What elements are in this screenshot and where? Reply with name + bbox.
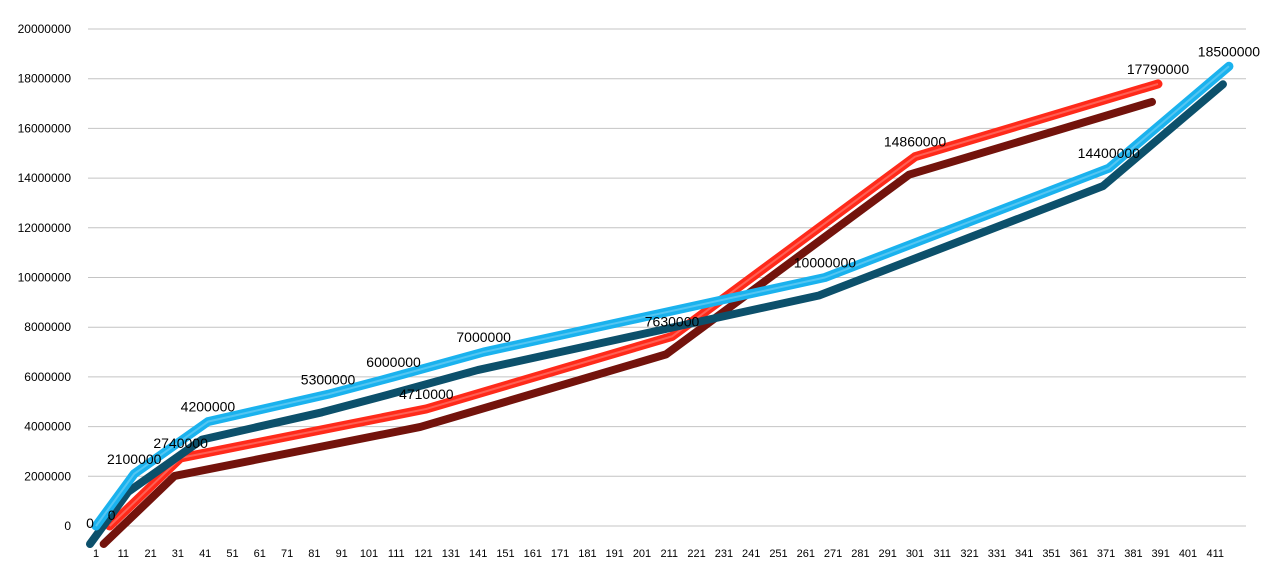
series-1-line-side <box>99 97 1156 548</box>
y-tick-label: 2000000 <box>24 469 71 483</box>
y-tick-label: 6000000 <box>24 370 71 384</box>
series-1-data-label: 4710000 <box>399 386 454 402</box>
x-tick-label: 221 <box>687 548 705 560</box>
x-tick-label: 61 <box>254 548 266 560</box>
x-tick-label: 281 <box>851 548 869 560</box>
x-tick-label: 121 <box>414 548 432 560</box>
series-2-line <box>91 61 1234 531</box>
series-2-data-label: 2100000 <box>107 451 162 467</box>
x-tick-label: 201 <box>633 548 651 560</box>
x-axis-ticks: 1 11 21 31 41 51 61 71 81 91 101 111 121 131 141 151 161… <box>93 548 1224 560</box>
y-tick-label: 20000000 <box>18 22 72 36</box>
series-1-data-label: 0 <box>108 507 116 523</box>
x-tick-label: 131 <box>442 548 460 560</box>
x-tick-label: 81 <box>308 548 320 560</box>
y-tick-label: 18000000 <box>18 72 72 86</box>
x-tick-label: 311 <box>934 548 952 560</box>
series-1-line-highlight <box>108 82 1159 527</box>
series-1-line <box>105 79 1163 531</box>
x-tick-label: 101 <box>360 548 378 560</box>
x-tick-label: 41 <box>199 548 211 560</box>
x-tick-label: 1 <box>93 548 99 560</box>
y-tick-label: 4000000 <box>24 420 71 434</box>
x-tick-label: 331 <box>988 548 1006 560</box>
series-2-data-label: 18500000 <box>1198 43 1261 59</box>
series-1-data-label: 14860000 <box>884 134 947 150</box>
x-tick-label: 351 <box>1042 548 1060 560</box>
x-tick-label: 401 <box>1179 548 1197 560</box>
x-tick-label: 11 <box>118 548 129 560</box>
x-tick-label: 191 <box>606 548 624 560</box>
x-tick-label: 381 <box>1124 548 1142 560</box>
x-tick-label: 251 <box>769 548 787 560</box>
x-tick-label: 71 <box>281 548 293 560</box>
x-tick-label: 261 <box>797 548 815 560</box>
x-tick-label: 271 <box>824 548 842 560</box>
x-tick-label: 341 <box>1015 548 1033 560</box>
series-2-line-side <box>86 80 1227 548</box>
y-tick-label: 10000000 <box>18 271 72 285</box>
x-tick-label: 321 <box>960 548 978 560</box>
series-2-data-label: 5300000 <box>301 371 356 387</box>
data-labels: 0 2740000 4710000 7630000 14860000 17790000 0 2… <box>86 43 1260 531</box>
series-2-data-label: 4200000 <box>181 399 236 415</box>
x-tick-label: 141 <box>469 548 487 560</box>
x-tick-label: 361 <box>1070 548 1088 560</box>
series-2-data-label: 10000000 <box>794 255 857 271</box>
x-tick-label: 31 <box>172 548 184 560</box>
gridlines <box>88 28 1246 527</box>
x-tick-label: 151 <box>496 548 514 560</box>
series-2-data-label: 14400000 <box>1078 145 1141 161</box>
x-tick-label: 241 <box>742 548 760 560</box>
series-1-data-label: 17790000 <box>1127 61 1190 77</box>
y-tick-label: 16000000 <box>18 121 72 135</box>
series-1-data-label: 7630000 <box>645 313 700 329</box>
series-lines <box>86 61 1234 548</box>
x-tick-label: 231 <box>715 548 733 560</box>
x-tick-label: 211 <box>661 548 679 560</box>
x-tick-label: 181 <box>578 548 596 560</box>
x-tick-label: 391 <box>1152 548 1170 560</box>
series-2-line-highlight <box>95 65 1230 527</box>
x-tick-label: 411 <box>1207 548 1225 560</box>
series-2-data-label: 7000000 <box>456 329 511 345</box>
x-tick-label: 111 <box>388 548 405 560</box>
x-tick-label: 371 <box>1097 548 1115 560</box>
x-tick-label: 301 <box>906 548 924 560</box>
y-axis-ticks: 0 2000000 4000000 6000000 8000000 10000000 120… <box>18 22 72 533</box>
y-tick-label: 14000000 <box>18 171 72 185</box>
x-tick-label: 91 <box>336 548 348 560</box>
x-tick-label: 161 <box>524 548 542 560</box>
y-tick-label: 12000000 <box>18 221 72 235</box>
y-tick-label: 0 <box>64 519 71 533</box>
y-tick-label: 8000000 <box>24 320 71 334</box>
series-2-data-label: 6000000 <box>366 354 421 370</box>
x-tick-label: 51 <box>226 548 238 560</box>
series-2-data-label: 0 <box>86 515 94 531</box>
x-tick-label: 21 <box>144 548 156 560</box>
x-tick-label: 171 <box>551 548 569 560</box>
series-1-data-label: 2740000 <box>153 435 208 451</box>
x-tick-label: 291 <box>879 548 897 560</box>
